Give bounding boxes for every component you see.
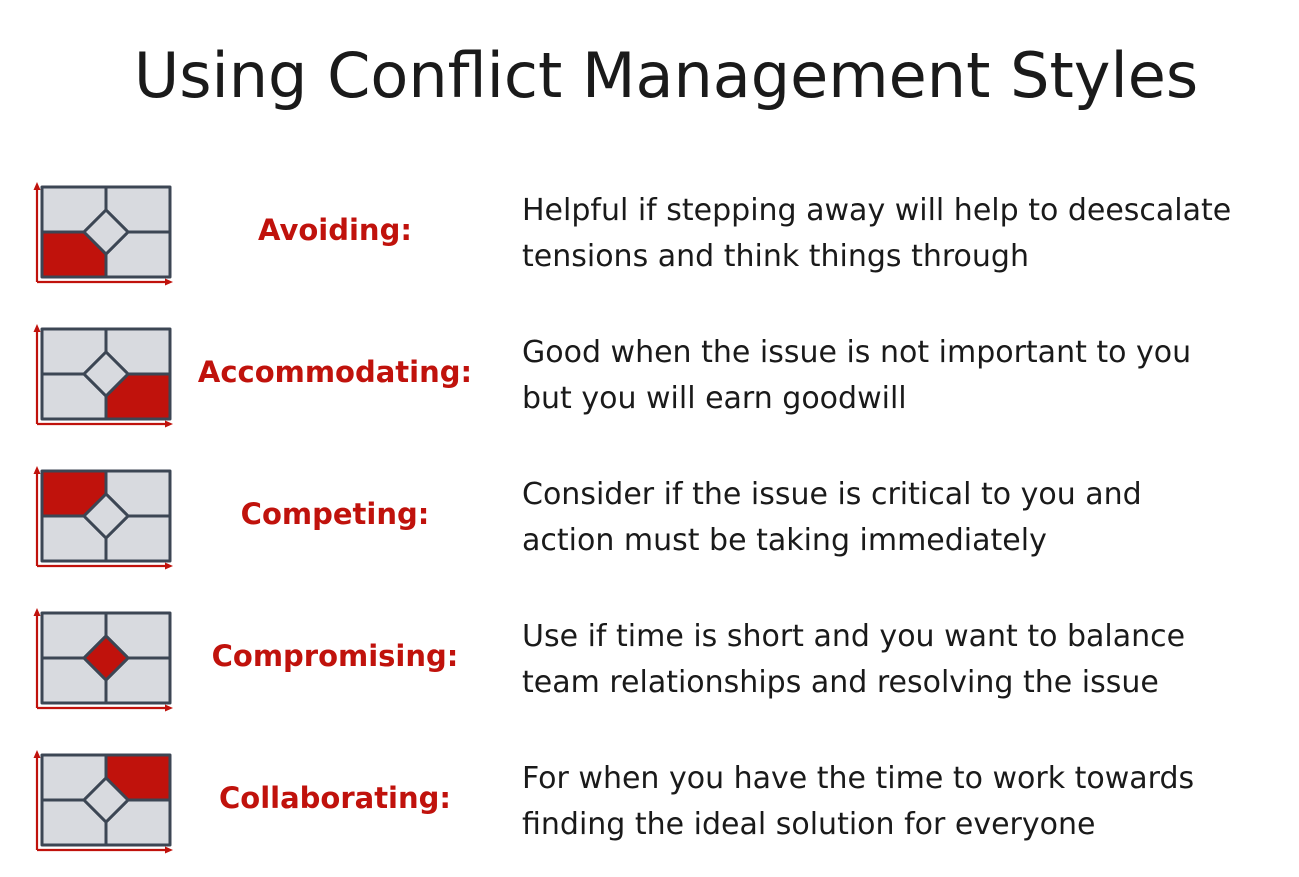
style-description: Use if time is short and you want to bal… — [522, 614, 1292, 706]
y-axis-arrow-icon — [33, 324, 41, 332]
x-axis-arrow-icon — [165, 420, 173, 428]
style-row-competing: Competing: Consider if the issue is crit… — [0, 466, 1299, 576]
style-description: Helpful if stepping away will help to de… — [522, 188, 1292, 280]
style-row-compromising: Compromising: Use if time is short and y… — [0, 608, 1299, 718]
conflict-grid-icon — [33, 608, 173, 712]
grid-cell-center — [82, 492, 130, 540]
description-line: Consider if the issue is critical to you… — [522, 477, 1142, 512]
x-axis-arrow-icon — [165, 562, 173, 570]
x-axis-arrow-icon — [165, 704, 173, 712]
style-label: Collaborating: — [218, 781, 451, 815]
style-label: Competing: — [240, 497, 430, 531]
grid-cell-center — [82, 350, 130, 398]
style-description: Good when the issue is not important to … — [522, 330, 1292, 422]
conflict-grid-icon — [33, 182, 173, 286]
conflict-grid-icon — [33, 466, 173, 570]
grid-cell-center — [82, 208, 130, 256]
description-line: team relationships and resolving the iss… — [522, 665, 1159, 700]
y-axis-arrow-icon — [33, 466, 41, 474]
description-line: tensions and think things through — [522, 239, 1029, 274]
style-label: Compromising: — [211, 639, 459, 673]
grid-cell-center — [82, 776, 130, 824]
description-line: Use if time is short and you want to bal… — [522, 619, 1186, 654]
x-axis-arrow-icon — [165, 846, 173, 854]
x-axis-arrow-icon — [165, 278, 173, 286]
style-row-collaborating: Collaborating: For when you have the tim… — [0, 750, 1299, 860]
y-axis-arrow-icon — [33, 608, 41, 616]
description-line: Good when the issue is not important to … — [522, 335, 1192, 370]
style-row-accommodating: Accommodating: Good when the issue is no… — [0, 324, 1299, 434]
y-axis-arrow-icon — [33, 182, 41, 190]
description-line: For when you have the time to work towar… — [522, 761, 1195, 796]
page-title: Using Conflict Management Styles — [133, 39, 1199, 112]
style-description: For when you have the time to work towar… — [522, 756, 1292, 848]
description-line: but you will earn goodwill — [522, 381, 907, 416]
style-description: Consider if the issue is critical to you… — [522, 472, 1292, 564]
grid-cell-center — [82, 634, 130, 682]
style-row-avoiding: Avoiding: Helpful if stepping away will … — [0, 182, 1299, 292]
style-label: Accommodating: — [197, 355, 473, 389]
description-line: Helpful if stepping away will help to de… — [522, 193, 1232, 228]
y-axis-arrow-icon — [33, 750, 41, 758]
description-line: finding the ideal solution for everyone — [522, 807, 1096, 842]
description-line: action must be taking immediately — [522, 523, 1047, 558]
conflict-grid-icon — [33, 324, 173, 428]
style-label: Avoiding: — [258, 213, 412, 247]
conflict-grid-icon — [33, 750, 173, 854]
